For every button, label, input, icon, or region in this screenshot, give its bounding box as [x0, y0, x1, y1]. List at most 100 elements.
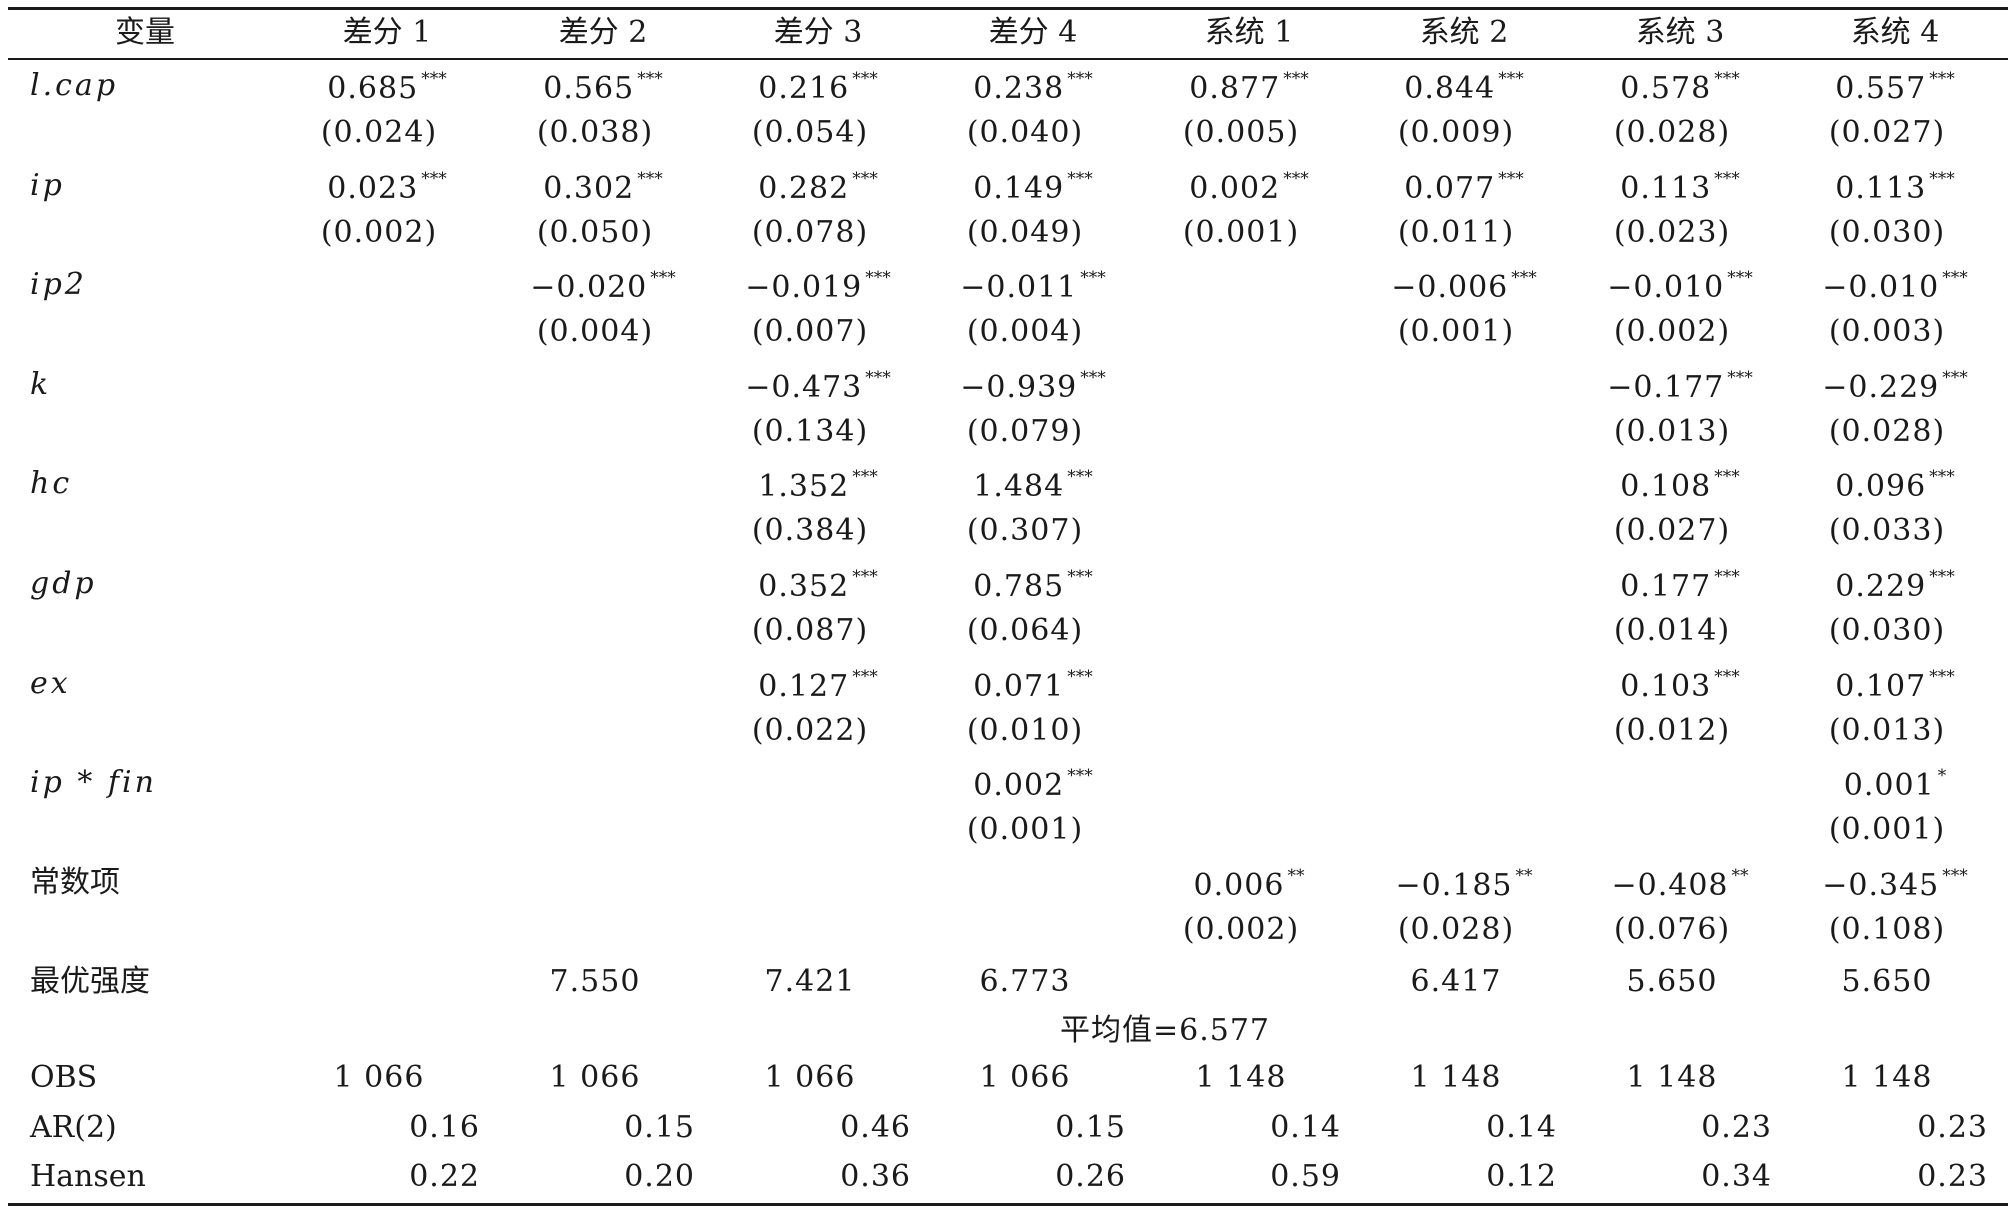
standard-error: (0.050) — [536, 214, 654, 250]
coefficient-value: 0.149 — [973, 170, 1065, 206]
coefficient-cell: 0.578 *** — [1620, 71, 1739, 104]
significance-stars: *** — [1727, 268, 1753, 289]
coefficient-value: −0.185 — [1395, 867, 1513, 903]
optimal-intensity-value: 5.650 — [1626, 964, 1718, 1000]
variable-label: ip — [30, 167, 65, 203]
coefficient-cell: −0.939 *** — [960, 369, 1106, 405]
significance-stars: *** — [1727, 367, 1753, 388]
coefficient-cell: 0.844 *** — [1404, 71, 1523, 104]
significance-stars: *** — [852, 666, 878, 687]
stat-label: AR(2) — [30, 1110, 117, 1145]
coefficient-cell: 0.685 *** — [327, 71, 446, 104]
variable-label: gdp — [30, 566, 97, 601]
stat-value: 0.20 — [624, 1159, 695, 1194]
significance-stars: *** — [1498, 69, 1524, 89]
standard-error: (0.027) — [1828, 115, 1946, 150]
standard-error: (0.009) — [1397, 115, 1515, 150]
significance-stars: *** — [852, 168, 878, 189]
significance-stars: *** — [1714, 567, 1740, 587]
coefficient-value: −0.177 — [1607, 369, 1725, 405]
stat-value: 0.34 — [1701, 1159, 1772, 1194]
coefficient-value: 0.565 — [543, 71, 635, 106]
standard-error: (0.001) — [1397, 314, 1515, 350]
significance-stars: *** — [1942, 865, 1968, 886]
standard-error: (0.033) — [1828, 513, 1946, 549]
stat-value: 0.46 — [840, 1110, 911, 1145]
significance-stars: ** — [1515, 865, 1533, 886]
standard-error: (0.030) — [1828, 214, 1946, 250]
standard-error: (0.001) — [1182, 214, 1300, 250]
column-header: 系统 2 — [1419, 15, 1509, 50]
coefficient-cell: −0.185 ** — [1395, 865, 1533, 903]
stat-value: 0.22 — [409, 1159, 480, 1194]
variable-label: k — [30, 366, 52, 402]
standard-error: (0.049) — [966, 214, 1084, 250]
coefficient-cell: 0.302 *** — [543, 168, 663, 204]
column-header: 系统 1 — [1204, 15, 1294, 50]
standard-error: (0.027) — [1613, 513, 1731, 549]
coefficient-cell: 0.113 *** — [1620, 170, 1739, 204]
optimal-intensity-label: 最优强度 — [30, 964, 150, 1000]
optimal-intensity-value: 5.650 — [1841, 964, 1933, 1000]
significance-stars: *** — [1283, 69, 1309, 89]
coefficient-cell: −0.010 *** — [1607, 270, 1753, 303]
significance-stars: *** — [1511, 268, 1537, 289]
coefficient-cell: −0.473 *** — [745, 367, 891, 403]
coefficient-cell: 0.002 *** — [973, 768, 1092, 801]
significance-stars: *** — [1929, 666, 1955, 687]
coefficient-cell: 0.002 *** — [1189, 170, 1308, 206]
column-header: 差分 4 — [988, 15, 1078, 50]
standard-error: (0.028) — [1613, 115, 1731, 150]
standard-error: (0.004) — [966, 314, 1084, 350]
coefficient-value: 0.127 — [758, 668, 850, 704]
significance-stars: *** — [1929, 567, 1955, 587]
optimal-intensity-value: 6.417 — [1410, 964, 1502, 1000]
coefficient-cell: 0.023 *** — [327, 170, 446, 206]
coefficient-value: −0.011 — [960, 270, 1078, 306]
coefficient-cell: −0.019 *** — [745, 270, 891, 303]
significance-stars: *** — [637, 168, 663, 189]
standard-error: (0.013) — [1613, 413, 1731, 449]
coefficient-cell: 0.177 *** — [1620, 569, 1739, 602]
coefficient-cell: 0.216 *** — [758, 71, 877, 104]
significance-stars: *** — [865, 367, 891, 388]
standard-error: (0.002) — [1182, 911, 1300, 947]
coefficient-cell: 0.565 *** — [543, 71, 662, 104]
coefficient-value: −0.229 — [1822, 369, 1940, 405]
column-header: 系统 4 — [1850, 15, 1940, 50]
significance-stars: *** — [1714, 467, 1740, 488]
coefficient-cell: 0.352 *** — [758, 569, 877, 602]
stat-value: 0.23 — [1917, 1110, 1988, 1145]
coefficient-value: −0.019 — [745, 270, 863, 306]
coefficient-cell: −0.229 *** — [1822, 367, 1968, 405]
variable-label: ip * fin — [30, 765, 157, 801]
coefficient-value: 0.023 — [327, 170, 419, 206]
standard-error: (0.002) — [320, 214, 438, 250]
coefficient-value: −0.939 — [960, 369, 1078, 405]
coefficient-value: 0.578 — [1620, 71, 1712, 106]
standard-error: (0.005) — [1182, 115, 1300, 150]
significance-stars: *** — [1067, 766, 1093, 787]
coefficient-value: 0.238 — [973, 71, 1065, 106]
standard-error: (0.038) — [536, 115, 654, 150]
standard-error: (0.078) — [751, 214, 869, 250]
significance-stars: * — [1937, 766, 1947, 787]
coefficient-value: 1.484 — [973, 469, 1065, 505]
stat-value: 1 148 — [1626, 1060, 1718, 1095]
coefficient-value: −0.408 — [1611, 867, 1729, 903]
significance-stars: *** — [1714, 666, 1740, 687]
significance-stars: *** — [1942, 367, 1968, 388]
standard-error: (0.087) — [751, 613, 869, 648]
stat-value: 1 148 — [1195, 1060, 1287, 1095]
coefficient-value: 0.844 — [1404, 71, 1496, 106]
coefficient-value: 0.113 — [1835, 170, 1927, 206]
standard-error: (0.054) — [751, 115, 869, 150]
coefficient-value: 0.002 — [1189, 170, 1281, 206]
significance-stars: *** — [1067, 168, 1093, 189]
coefficient-value: 0.216 — [758, 71, 850, 106]
coefficient-cell: −0.011 *** — [960, 270, 1106, 303]
standard-error: (0.013) — [1828, 712, 1946, 748]
standard-error: (0.134) — [751, 413, 869, 449]
coefficient-value: 0.352 — [758, 569, 850, 604]
standard-error: (0.384) — [751, 513, 869, 549]
